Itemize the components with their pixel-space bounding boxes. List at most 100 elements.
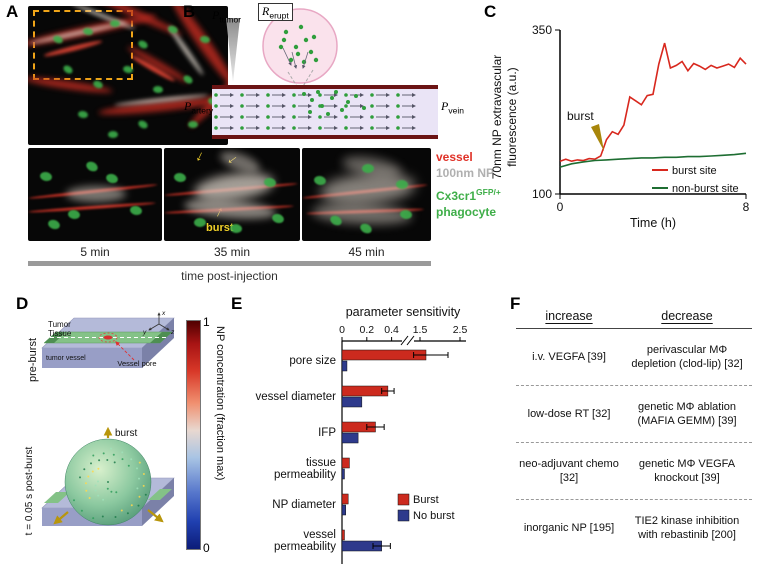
p-vein-label: Pvein [441,99,464,116]
np-speckle [85,489,88,492]
np-speckle [142,484,145,487]
burst-arrow-icon [53,511,69,525]
phagocyte-dot [298,24,304,30]
bar [341,468,345,480]
np-dot [330,96,334,100]
fluorescence-blob [67,209,81,220]
panel-b-label: B [183,2,196,21]
category-label: tissue [306,457,336,469]
legend-vessel: vessel [436,150,473,164]
np-dot [266,93,270,97]
np-dot [320,104,324,108]
zoom-region-box [33,10,133,80]
category-label: vessel diameter [255,391,336,403]
fluorescence-blob [152,85,164,94]
np-dot [292,104,296,108]
np-speckle [79,476,81,479]
bar [341,529,345,541]
category-label: vessel [303,529,336,541]
table-cell-decrease: perivascular MΦ depletion (clod-lip) [32… [631,343,743,371]
post-burst-simulation: burst [41,426,175,526]
np-dot [344,104,348,108]
table-cell-decrease: genetic MΦ ablation (MAFIA GEMM) [39] [637,400,737,428]
legend-np: 100nm NP [436,166,495,180]
np-dot [240,126,244,130]
vessel-wall-bottom [212,135,438,139]
fluorescence-blob [194,218,206,227]
np-dot [292,115,296,119]
timelapse-image-5min [28,148,162,241]
colorbar-max: 1 [203,315,210,329]
x-tick-label: 0 [557,200,564,214]
fluorescence-blob [84,159,100,174]
p-artery-label: Partery [184,99,214,116]
legend-label: non-burst site [672,183,739,195]
tumor-blob [262,8,338,84]
np-speckle [98,459,101,462]
bar [341,360,348,372]
np-dot [240,93,244,97]
np-speckle [87,475,90,478]
fluorescence-blob [173,172,187,183]
np-dot [370,126,374,130]
timeline-caption: time post-injection [181,269,278,283]
vessel-pore-pointer [115,341,135,361]
np-speckle [120,509,123,512]
parameter-sensitivity-bar-chart: 0 0.2 0.4 1.5 2.5 pore size vessel diameter IFP… [255,324,467,564]
phagocyte-dot [281,37,287,43]
fluorescence-blob [46,218,62,231]
tumor-phagocyte-dots [278,24,319,69]
np-speckle [130,458,133,461]
np-speckle [101,515,104,518]
np-dot [214,104,218,108]
p-tumor-label: Ptumor [212,8,242,25]
r-erupt-label: Rerupt [258,3,293,22]
np-dot [318,93,322,97]
pre-burst-simulation: Tumor Tissue tumor vessel Vessel pore x … [41,310,175,368]
np-dot [344,93,348,97]
burst-arrow-icon [591,124,604,151]
fluorescence-blob [136,118,150,131]
np-speckle [92,454,95,457]
tumor-tissue-label: Tissue [48,329,72,338]
microscopy-legend: vessel 100nm NP Cx3cr1GFP/+ phagocyte [436,149,501,220]
np-speckle [73,499,75,502]
np-speckle [90,462,92,465]
np-dot [316,90,320,94]
post-burst-label: t = 0.05 s post-burst [24,446,35,536]
np-speckle [142,473,145,475]
table-cell-increase: i.v. VEGFA [39] [532,351,606,364]
np-speckle [130,504,133,507]
np-speckle [121,458,124,461]
table-cell-increase: low-dose RT [32] [527,408,611,421]
legend-phagocyte-line2: phagocyte [436,205,497,219]
bar [341,432,359,444]
np-dot [308,110,312,114]
np-dot [318,126,322,130]
np-speckle [106,459,109,461]
np-speckle [138,477,140,480]
table-cell-decrease: genetic MΦ VEGFA knockout [39] [638,457,736,485]
x-tick-label: 0.2 [359,324,374,336]
axis-break [406,335,415,346]
np-dot [214,93,218,97]
np-speckle [110,490,113,493]
table-header-decrease: decrease [661,309,713,323]
np-speckle [97,467,100,470]
erupt-arrow [302,51,309,69]
burst-annotation: burst [115,428,137,439]
np-speckle [136,467,138,470]
np-speckle [136,487,139,490]
np-speckle [107,481,109,483]
np-dot [344,115,348,119]
timepoint-label: 35 min [213,245,251,259]
phagocyte-dot [283,29,289,35]
x-tick-label: 0.4 [384,324,399,336]
np-speckle [102,452,105,455]
np-spray-dots [302,90,366,116]
timelapse-image-45min [302,148,431,241]
legend-label: burst site [672,165,717,177]
axis-x-label: x [161,310,166,317]
np-speckle [94,484,97,487]
np-dot [362,106,366,110]
